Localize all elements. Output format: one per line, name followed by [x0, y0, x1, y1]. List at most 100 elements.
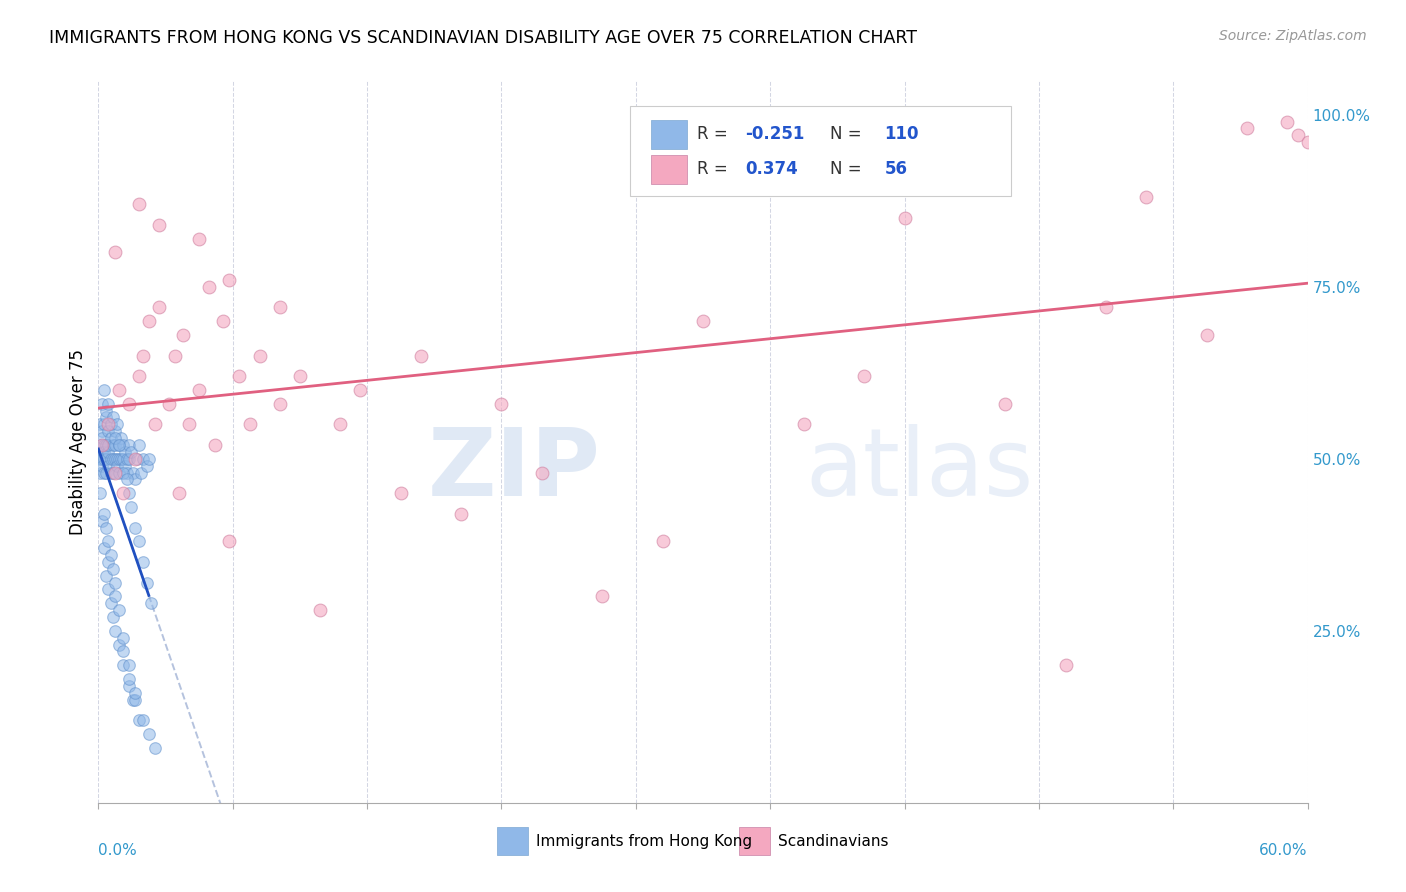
Point [97, 417, 120, 432]
Point [93, 507, 115, 521]
Point [389, 486, 412, 500]
Point [103, 624, 125, 638]
Point [103, 590, 125, 604]
Point [91, 424, 114, 438]
Point [100, 431, 122, 445]
Point [96, 520, 118, 534]
Point [103, 245, 125, 260]
Point [1236, 121, 1258, 136]
Point [100, 596, 122, 610]
Point [93, 445, 115, 459]
Point [93, 417, 115, 432]
Point [118, 397, 141, 411]
Point [110, 431, 132, 445]
Point [204, 438, 226, 452]
Point [128, 438, 150, 452]
Point [97, 458, 120, 473]
Text: R =: R = [697, 126, 733, 144]
Point [143, 417, 166, 432]
Point [103, 466, 125, 480]
Point [118, 438, 141, 452]
Point [114, 458, 136, 473]
Point [651, 534, 673, 549]
Point [97, 555, 120, 569]
Y-axis label: Disability Age Over 75: Disability Age Over 75 [69, 349, 87, 534]
Point [198, 279, 221, 293]
Point [89, 438, 111, 452]
Point [100, 466, 122, 480]
Point [91, 514, 114, 528]
Point [1286, 128, 1309, 143]
Point [96, 568, 118, 582]
Point [138, 451, 160, 466]
Point [853, 369, 876, 384]
Point [96, 466, 118, 480]
Point [93, 438, 115, 452]
Point [101, 610, 124, 624]
Point [1095, 301, 1118, 315]
Point [111, 644, 134, 658]
Point [118, 658, 141, 673]
Point [163, 349, 186, 363]
Point [96, 438, 118, 452]
Point [115, 451, 138, 466]
Point [89, 466, 111, 480]
Point [128, 713, 150, 727]
Point [91, 451, 114, 466]
Point [91, 431, 114, 445]
Point [128, 369, 150, 384]
Point [110, 451, 132, 466]
Point [491, 397, 513, 411]
Text: atlas: atlas [806, 425, 1033, 516]
Point [103, 575, 125, 590]
Point [692, 314, 714, 328]
Point [115, 472, 138, 486]
Point [101, 438, 124, 452]
Point [239, 417, 262, 432]
Point [128, 197, 150, 211]
Point [893, 211, 915, 225]
Point [1135, 190, 1157, 204]
Point [114, 445, 136, 459]
Point [132, 451, 155, 466]
Point [124, 520, 146, 534]
Point [1195, 327, 1218, 342]
Point [167, 486, 190, 500]
Point [111, 658, 134, 673]
Point [111, 438, 134, 452]
Point [1296, 135, 1319, 149]
Point [138, 314, 160, 328]
Point [135, 575, 157, 590]
Point [101, 562, 124, 576]
Point [91, 397, 114, 411]
Point [994, 397, 1017, 411]
Point [1054, 658, 1077, 673]
Point [135, 458, 157, 473]
Point [118, 672, 141, 686]
Point [132, 555, 155, 569]
Point [269, 301, 291, 315]
Point [157, 397, 180, 411]
Text: -0.251: -0.251 [745, 126, 804, 144]
Point [89, 417, 111, 432]
Point [89, 486, 111, 500]
Point [97, 582, 120, 597]
Text: 110: 110 [884, 126, 920, 144]
Point [128, 534, 150, 549]
Point [107, 451, 129, 466]
Point [105, 458, 128, 473]
Point [96, 410, 118, 425]
Point [91, 445, 114, 459]
Point [100, 417, 122, 432]
Point [111, 486, 134, 500]
Point [97, 534, 120, 549]
Point [329, 417, 352, 432]
Point [139, 596, 162, 610]
Point [120, 445, 142, 459]
Point [93, 541, 115, 556]
Point [93, 383, 115, 397]
Text: 0.0%: 0.0% [98, 843, 138, 857]
Point [107, 438, 129, 452]
Point [111, 631, 134, 645]
Point [309, 603, 332, 617]
